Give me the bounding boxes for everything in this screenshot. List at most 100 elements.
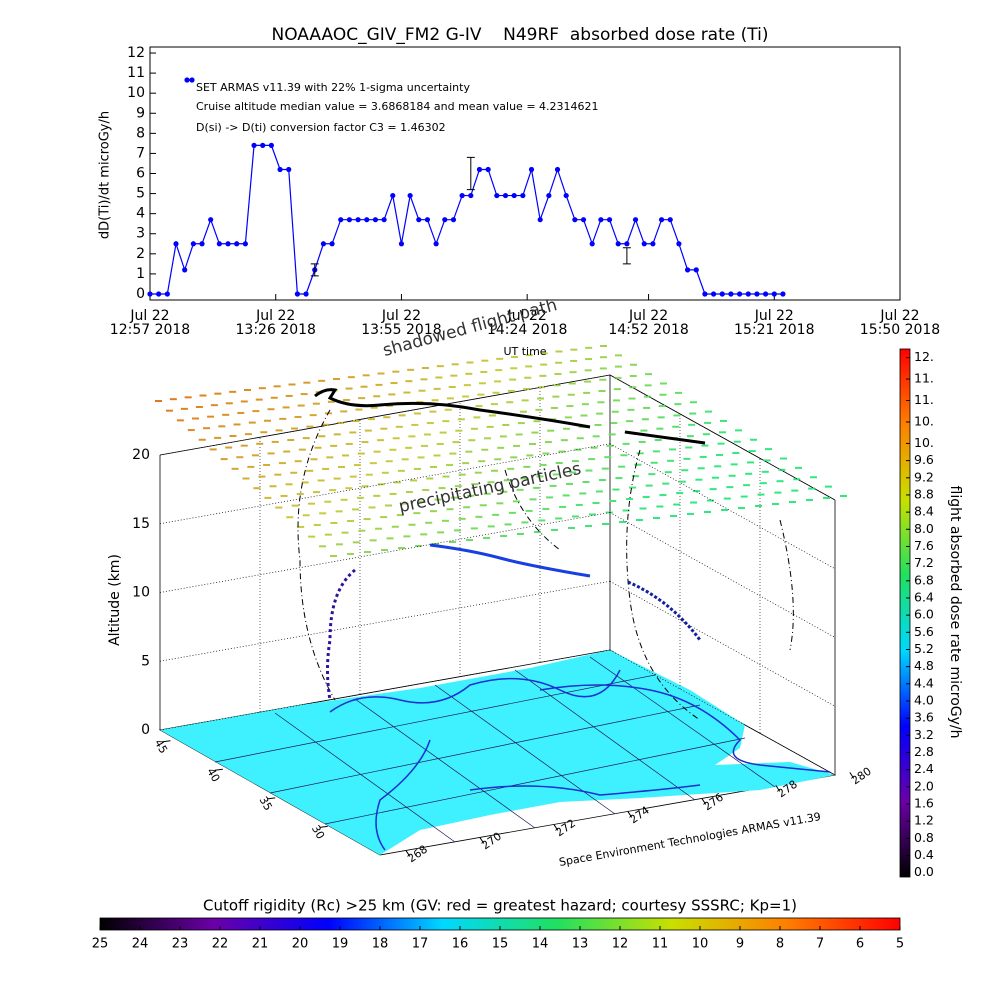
dose-dash: [405, 446, 413, 449]
dose-dash: [296, 493, 304, 495]
dose-dash: [385, 460, 393, 463]
colorbar-tick-label: 24: [132, 937, 149, 952]
dose-dash: [622, 509, 630, 512]
wall-grid-line: [159, 512, 611, 593]
lat-tick: [267, 797, 276, 800]
dose-dash: [361, 485, 369, 488]
dose-dash: [364, 429, 372, 432]
dose-dash: [523, 465, 531, 468]
dose-dash: [539, 463, 547, 466]
dose-dash: [324, 500, 332, 503]
dose-dash: [564, 416, 572, 419]
dose-dash: [596, 412, 604, 415]
dose-dash: [780, 457, 787, 460]
dose-dash: [494, 380, 502, 383]
lat-tick: [162, 740, 171, 743]
dose-dash: [367, 418, 375, 421]
dose-dash: [454, 485, 462, 488]
legend-marker: [189, 77, 195, 83]
dose-dash: [673, 503, 681, 506]
dose-dash: [449, 452, 457, 455]
dose-dash: [260, 431, 268, 434]
dose-dash: [236, 456, 244, 459]
dose-dash: [793, 478, 801, 481]
dose-dash: [650, 461, 658, 464]
colorbar-tick-label: 22: [212, 937, 229, 952]
dose-dash: [540, 352, 548, 355]
dose-dash: [184, 396, 192, 399]
dose-dash: [571, 460, 579, 463]
altitude-path: [429, 543, 591, 578]
dose-dash: [662, 482, 670, 485]
dose-dash: [452, 441, 460, 444]
colorbar-tick-label: 1.2: [914, 813, 934, 828]
dose-dash: [420, 444, 428, 447]
data-point: [286, 166, 292, 173]
dose-dash: [414, 412, 421, 415]
dose-dash: [444, 408, 452, 411]
dose-dash: [536, 475, 544, 478]
dose-dash: [588, 513, 596, 516]
dose-dash: [408, 523, 416, 526]
dose-dash: [356, 496, 364, 499]
dose-dash: [288, 383, 296, 386]
dose-dash: [408, 435, 416, 438]
dose-dash: [723, 497, 731, 500]
dose-dash: [209, 448, 217, 451]
y-tick-label: 7: [136, 145, 145, 161]
colorbar-tick-label: 0.0: [914, 864, 934, 879]
dose-dash: [566, 405, 574, 408]
data-point: [520, 192, 526, 199]
data-point: [156, 291, 162, 297]
dose-dash: [535, 408, 543, 411]
dose-dash: [462, 462, 470, 465]
dose-dash: [436, 365, 444, 368]
dose-dash: [622, 442, 630, 445]
data-point: [615, 241, 621, 247]
x-tick-label: Jul 22 13:26 2018: [236, 308, 316, 338]
dose-dash: [420, 533, 428, 536]
dose-dash: [312, 402, 320, 405]
dose-dash: [487, 481, 495, 484]
dose-dash: [562, 427, 570, 430]
dose-dash: [467, 494, 475, 497]
colorbar-tick-label: 9.2: [914, 469, 934, 484]
dose-dash: [253, 487, 261, 490]
colorbar-tick-label: 17: [412, 937, 429, 952]
dose-dash: [458, 517, 466, 520]
z-tick-label: 0: [141, 722, 150, 738]
dose-dash: [612, 399, 620, 402]
y-tick-label: 5: [136, 186, 145, 202]
data-point: [476, 166, 483, 173]
dose-dash: [199, 394, 207, 397]
dose-dash: [629, 374, 637, 377]
colorbar-tick-label: 5.2: [914, 641, 934, 656]
dose-dash: [721, 509, 728, 511]
dose-dash: [345, 442, 353, 445]
dose-dash: [709, 488, 717, 491]
colorbar: [899, 348, 911, 878]
dose-dash: [728, 474, 736, 477]
wall-grid-line: [609, 580, 836, 707]
dose-dash: [436, 443, 444, 446]
data-point: [398, 241, 405, 247]
dose-dash: [533, 420, 541, 423]
dose-dash: [507, 467, 515, 470]
dose-dash: [555, 517, 563, 520]
dose-dash: [774, 491, 782, 494]
dose-dash: [317, 479, 325, 482]
dose-dash: [705, 410, 712, 413]
altitude-path: [326, 568, 356, 701]
dose-dash: [537, 397, 544, 400]
wall-grid-line: [159, 649, 611, 731]
dose-dash: [585, 358, 593, 361]
dose-dash: [676, 492, 684, 495]
dose-dash: [673, 414, 681, 417]
dose-dash: [585, 346, 593, 349]
dose-dash: [478, 382, 486, 385]
dose-dash: [430, 465, 438, 468]
colorbar-tick-label: 21: [252, 937, 269, 952]
dose-dash: [302, 514, 310, 517]
dose-dash: [592, 435, 600, 438]
